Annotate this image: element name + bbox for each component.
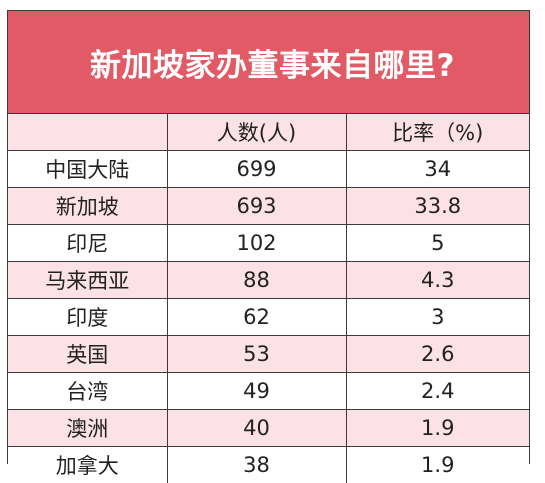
count-cell: 88: [167, 262, 346, 299]
count-cell: 693: [167, 188, 346, 225]
ratio-cell: 34: [346, 151, 529, 188]
ratio-cell: 5: [346, 225, 529, 262]
region-cell: 中国大陆: [8, 151, 167, 188]
title-banner: 新加坡家办董事来自哪里?: [8, 11, 529, 114]
table-header-row: 人数(人) 比率（%): [8, 114, 529, 151]
ratio-cell: 2.4: [346, 373, 529, 410]
region-cell: 英国: [8, 336, 167, 373]
header-cell-ratio: 比率（%): [346, 114, 529, 151]
table-row: 台湾 49 2.4: [8, 373, 529, 410]
table-row: 澳洲 40 1.9: [8, 410, 529, 447]
ratio-cell: 33.8: [346, 188, 529, 225]
count-cell: 102: [167, 225, 346, 262]
table-row: 中国大陆 699 34: [8, 151, 529, 188]
count-cell: 62: [167, 299, 346, 336]
count-cell: 53: [167, 336, 346, 373]
count-cell: 699: [167, 151, 346, 188]
count-cell: 38: [167, 447, 346, 483]
table-row: 印度 62 3: [8, 299, 529, 336]
ratio-cell: 1.9: [346, 447, 529, 483]
ratio-cell: 1.9: [346, 410, 529, 447]
table-row: 印尼 102 5: [8, 225, 529, 262]
table-row: 英国 53 2.6: [8, 336, 529, 373]
region-cell: 印度: [8, 299, 167, 336]
ratio-cell: 3: [346, 299, 529, 336]
count-cell: 49: [167, 373, 346, 410]
header-cell-region: [8, 114, 167, 151]
region-cell: 加拿大: [8, 447, 167, 483]
region-cell: 澳洲: [8, 410, 167, 447]
region-cell: 马来西亚: [8, 262, 167, 299]
table-row: 马来西亚 88 4.3: [8, 262, 529, 299]
region-cell: 印尼: [8, 225, 167, 262]
region-cell: 新加坡: [8, 188, 167, 225]
page-title: 新加坡家办董事来自哪里?: [90, 40, 455, 85]
header-cell-count: 人数(人): [167, 114, 346, 151]
count-cell: 40: [167, 410, 346, 447]
ratio-cell: 2.6: [346, 336, 529, 373]
data-table: 人数(人) 比率（%) 中国大陆 699 34 新加坡 693 33.8 印尼 …: [8, 114, 529, 483]
table-card: 新加坡家办董事来自哪里? 人数(人) 比率（%) 中国大陆 699 34 新加坡…: [7, 10, 530, 464]
table-row: 新加坡 693 33.8: [8, 188, 529, 225]
ratio-cell: 4.3: [346, 262, 529, 299]
region-cell: 台湾: [8, 373, 167, 410]
table-row: 加拿大 38 1.9: [8, 447, 529, 483]
